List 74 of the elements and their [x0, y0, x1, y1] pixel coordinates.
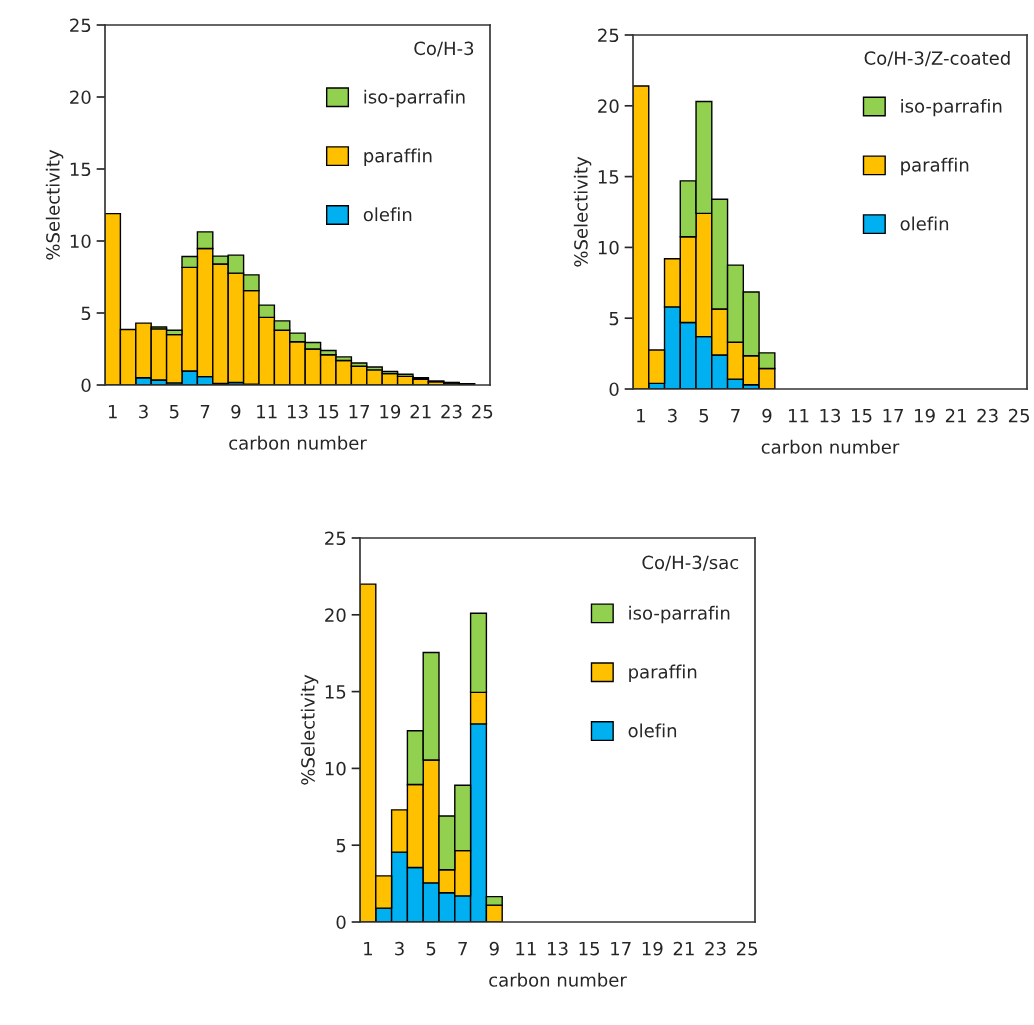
x-tick-label: 5	[699, 409, 709, 423]
x-tick-label: 13	[820, 408, 841, 423]
x-tick-label: 13	[288, 404, 308, 419]
x-tick-label: 23	[705, 941, 726, 956]
x-axis-title: carbon number	[229, 435, 367, 450]
x-tick-label: 13	[548, 941, 568, 956]
x-tick-label: 5	[426, 942, 436, 956]
x-tick-label: 9	[489, 941, 499, 956]
y-tick-label: 20	[70, 90, 91, 105]
x-tick-label: 15	[852, 409, 872, 423]
x-tick-label: 21	[945, 408, 966, 423]
legend-label: olefin	[363, 207, 412, 222]
legend-label: paraffin	[629, 664, 697, 683]
x-tick-label: 3	[668, 408, 677, 423]
text: Co/H-3/sac	[642, 555, 739, 571]
x-tick-label: 25	[1008, 408, 1030, 423]
x-tick-label: 3	[139, 404, 148, 419]
x-axis-title: carbon number	[761, 439, 900, 454]
x-tick-label: 1	[108, 405, 117, 419]
legend-label: iso-parrafin	[901, 98, 1002, 117]
y-tick-label: 0	[336, 915, 346, 930]
y-tick-label: 20	[598, 99, 619, 113]
legend-label: iso-parrafin	[364, 89, 465, 108]
y-tick-label: 25	[598, 28, 619, 43]
x-tick-label: 19	[915, 408, 935, 423]
x-tick-label: 23	[977, 408, 998, 423]
x-tick-label: 3	[395, 941, 404, 956]
y-tick-label: 15	[325, 685, 346, 699]
y-tick-label: 10	[70, 234, 91, 249]
text: Co/H-3/Z-coated	[864, 50, 1010, 67]
y-tick-label: 15	[70, 162, 91, 177]
legend-label: olefin	[900, 216, 949, 231]
x-tick-label: 21	[673, 941, 694, 956]
x-tick-label: 19	[380, 404, 401, 419]
x-tick-label: 17	[883, 409, 903, 423]
y-axis-title: %Selectivity	[45, 149, 64, 260]
x-tick-label: 17	[349, 405, 370, 419]
y-tick-label: 0	[81, 378, 91, 393]
x-tick-label: 5	[169, 405, 179, 419]
x-tick-label: 11	[516, 942, 536, 956]
y-axis-title: %Selectivity	[300, 674, 319, 785]
y-tick-label: 10	[598, 240, 619, 255]
y-tick-label: 15	[598, 170, 619, 184]
x-tick-label: 19	[642, 941, 663, 956]
y-tick-label: 10	[325, 761, 346, 776]
x-axis-title: carbon number	[489, 972, 627, 987]
legend-label: olefin	[628, 723, 677, 738]
x-tick-label: 17	[611, 942, 631, 956]
text: Co/H-3	[414, 41, 474, 57]
x-tick-label: 7	[731, 409, 740, 423]
x-tick-label: 11	[257, 405, 277, 419]
x-tick-label: 1	[637, 409, 645, 423]
y-tick-label: 0	[609, 382, 619, 397]
legend-label: iso-parrafin	[629, 605, 730, 624]
legend-label: paraffin	[364, 148, 432, 166]
y-tick-label: 25	[325, 531, 346, 546]
x-tick-label: 25	[472, 404, 493, 419]
x-tick-label: 7	[200, 405, 210, 419]
y-tick-label: 5	[81, 306, 91, 321]
legend-label: paraffin	[901, 157, 969, 176]
x-tick-label: 23	[441, 404, 462, 419]
x-tick-label: 11	[788, 409, 809, 423]
y-tick-label: 20	[325, 608, 346, 622]
y-tick-label: 25	[70, 18, 91, 33]
x-tick-label: 9	[231, 404, 241, 419]
x-tick-label: 21	[410, 404, 431, 419]
x-tick-label: 7	[458, 942, 467, 956]
y-axis-title: %Selectivity	[573, 156, 592, 267]
y-tick-label: 5	[336, 838, 346, 853]
x-tick-label: 9	[762, 408, 772, 423]
x-tick-label: 25	[736, 941, 758, 956]
x-tick-label: 15	[579, 942, 600, 956]
x-tick-label: 1	[364, 942, 372, 956]
y-tick-label: 5	[609, 311, 619, 326]
